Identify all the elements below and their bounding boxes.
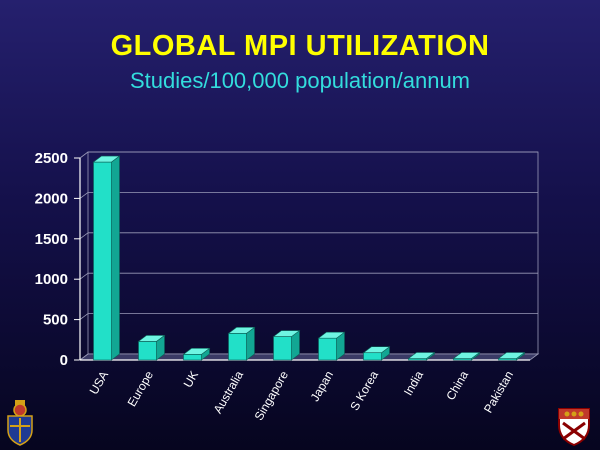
- bar: [228, 333, 247, 361]
- bar-top: [407, 352, 436, 359]
- y-tick-label: 0: [60, 352, 68, 369]
- x-tick-label: Pakistan: [481, 369, 516, 416]
- x-tick-label: USA: [87, 369, 111, 397]
- x-tick-label: Singapore: [252, 368, 292, 423]
- gridline-depth: [79, 232, 89, 240]
- bar-top: [272, 330, 301, 337]
- bar: [138, 341, 157, 361]
- plot-area: [87, 151, 539, 355]
- x-tick-label: India: [401, 368, 426, 398]
- bar-top: [182, 348, 211, 355]
- gridline-depth: [79, 151, 89, 159]
- bar: [93, 161, 112, 361]
- bar-top: [227, 327, 256, 334]
- y-tick-label: 500: [43, 312, 68, 329]
- bar: [273, 336, 292, 361]
- x-tick-label: Europe: [125, 368, 157, 409]
- x-tick-label: S Korea: [347, 368, 381, 413]
- x-tick-label: Australia: [211, 368, 247, 416]
- x-tick-label: Japan: [308, 369, 336, 404]
- gridline-depth: [79, 272, 89, 280]
- chart-subtitle: Studies/100,000 population/annum: [129, 68, 471, 93]
- coat-of-arms-icon: [558, 408, 590, 447]
- bar-top: [92, 155, 121, 163]
- bar-top: [317, 331, 346, 339]
- y-tick-label: 1000: [35, 271, 68, 288]
- y-tick-label: 2500: [35, 150, 68, 167]
- bar: [183, 354, 202, 361]
- crest-icon: [7, 400, 33, 446]
- gridline-depth: [79, 192, 89, 199]
- bar-top: [452, 352, 481, 359]
- bar-side: [111, 155, 120, 361]
- gridline-depth: [79, 313, 89, 320]
- bar-top: [362, 346, 391, 354]
- y-tick-label: 2000: [35, 190, 68, 207]
- bar: [363, 352, 382, 361]
- x-tick-label: UK: [181, 369, 201, 390]
- bar-top: [137, 335, 166, 342]
- x-tick-label: China: [443, 368, 471, 402]
- chart-title: GLOBAL MPI UTILIZATION: [110, 30, 490, 62]
- y-tick-label: 1500: [35, 231, 68, 248]
- bar-top: [497, 352, 526, 359]
- bar: [318, 337, 337, 361]
